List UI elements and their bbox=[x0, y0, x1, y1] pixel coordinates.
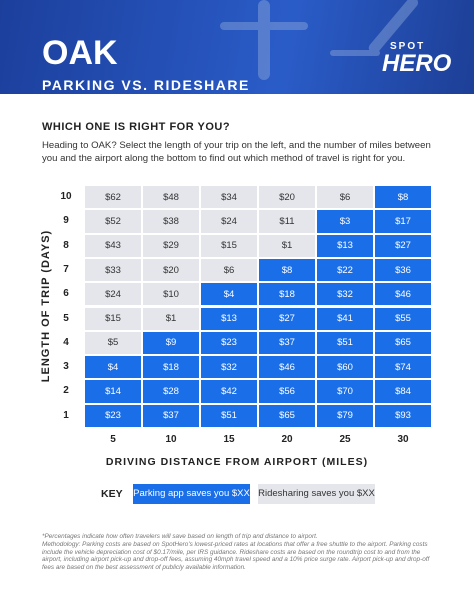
cell: $20 bbox=[258, 185, 316, 210]
column-label: 25 bbox=[339, 434, 351, 445]
cell: $36 bbox=[374, 257, 432, 283]
key-title: KEY bbox=[101, 488, 123, 500]
cell: $15 bbox=[200, 233, 258, 258]
y-title: LENGTH OF TRIP (DAYS) bbox=[40, 229, 52, 383]
row-label: 1 bbox=[63, 409, 69, 421]
cell: $29 bbox=[142, 233, 200, 258]
row-label: 8 bbox=[63, 239, 69, 251]
footnote-line: Methodology: Parking costs are based on … bbox=[42, 540, 430, 572]
cell: $28 bbox=[142, 379, 200, 404]
cell: $46 bbox=[374, 282, 432, 307]
cell: $74 bbox=[374, 355, 432, 380]
x-title: DRIVING DISTANCE FROM AIRPORT (MILES) bbox=[105, 456, 369, 468]
cell: $43 bbox=[84, 233, 142, 258]
cell: $24 bbox=[200, 209, 258, 234]
cell: $37 bbox=[142, 403, 200, 428]
cell: $13 bbox=[200, 306, 258, 331]
cell: $18 bbox=[142, 355, 200, 380]
cell: $4 bbox=[84, 355, 142, 380]
cell: $52 bbox=[84, 209, 142, 234]
cell: $1 bbox=[142, 306, 200, 331]
cell: $42 bbox=[200, 379, 258, 404]
intro: Heading to OAK? Select the length of you… bbox=[42, 140, 431, 164]
subtitle: PARKING VS. RIDESHARE bbox=[42, 77, 250, 93]
cell: $38 bbox=[142, 209, 200, 234]
cell: $62 bbox=[84, 185, 142, 210]
cell: $14 bbox=[84, 379, 142, 404]
cell: $11 bbox=[258, 209, 316, 234]
cell: $8 bbox=[374, 185, 432, 210]
cell: $24 bbox=[84, 282, 142, 307]
footnote-line: *Percentages indicate how often traveler… bbox=[42, 533, 318, 540]
logo-top: SPOT bbox=[390, 41, 426, 52]
cell: $18 bbox=[258, 282, 316, 307]
cell: $22 bbox=[316, 257, 374, 283]
cell: $33 bbox=[84, 257, 142, 283]
row-label: 6 bbox=[63, 288, 69, 300]
cell: $15 bbox=[84, 306, 142, 331]
cell: $6 bbox=[200, 257, 258, 283]
cell: $20 bbox=[142, 257, 200, 283]
cell: $93 bbox=[374, 403, 432, 428]
cell: $41 bbox=[316, 306, 374, 331]
cell: $51 bbox=[200, 403, 258, 428]
key-entry: Ridesharing saves you $XX bbox=[258, 484, 375, 504]
column-label: 10 bbox=[165, 434, 177, 445]
cell: $60 bbox=[316, 355, 374, 380]
row-label: 7 bbox=[63, 263, 69, 275]
column-label: 15 bbox=[223, 434, 235, 445]
column-label: 5 bbox=[110, 434, 116, 445]
footnote: *Percentages indicate how often traveler… bbox=[42, 533, 434, 572]
cell: $6 bbox=[316, 185, 374, 210]
cell: $32 bbox=[200, 355, 258, 380]
column-label: 30 bbox=[397, 434, 409, 445]
cell: $3 bbox=[316, 209, 374, 234]
cell: $46 bbox=[258, 355, 316, 380]
cell: $10 bbox=[142, 282, 200, 307]
cell: $27 bbox=[258, 306, 316, 331]
cell: $23 bbox=[200, 330, 258, 356]
row-label: 3 bbox=[63, 361, 69, 373]
cell: $65 bbox=[374, 330, 432, 356]
cell: $13 bbox=[316, 233, 374, 258]
header: OAK PARKING VS. RIDESHARE SPOT HERO bbox=[0, 0, 474, 94]
cell: $9 bbox=[142, 330, 200, 356]
row-label: 5 bbox=[63, 312, 69, 324]
logo-bottom: HERO bbox=[382, 50, 452, 77]
cell: $55 bbox=[374, 306, 432, 331]
row-label: 9 bbox=[63, 215, 69, 227]
cell: $5 bbox=[84, 330, 142, 356]
cell: $17 bbox=[374, 209, 432, 234]
title: OAK bbox=[42, 34, 118, 72]
cell: $48 bbox=[142, 185, 200, 210]
cell: $84 bbox=[374, 379, 432, 404]
column-label: 20 bbox=[281, 434, 293, 445]
cell: $79 bbox=[316, 403, 374, 428]
cell: $32 bbox=[316, 282, 374, 307]
question: WHICH ONE IS RIGHT FOR YOU? bbox=[42, 121, 231, 133]
cell: $70 bbox=[316, 379, 374, 404]
cell: $51 bbox=[316, 330, 374, 356]
cell: $27 bbox=[374, 233, 432, 258]
cell: $1 bbox=[258, 233, 316, 258]
row-label: 10 bbox=[60, 191, 72, 202]
cell: $37 bbox=[258, 330, 316, 356]
cell: $56 bbox=[258, 379, 316, 404]
row-label: 4 bbox=[63, 336, 69, 348]
cell: $65 bbox=[258, 403, 316, 428]
cell: $34 bbox=[200, 185, 258, 210]
row-label: 2 bbox=[63, 385, 69, 397]
cell: $23 bbox=[84, 403, 142, 428]
header-art bbox=[220, 0, 419, 80]
key-entry: Parking app saves you $XX bbox=[133, 484, 250, 504]
cell: $8 bbox=[258, 257, 316, 283]
cell: $4 bbox=[200, 282, 258, 307]
